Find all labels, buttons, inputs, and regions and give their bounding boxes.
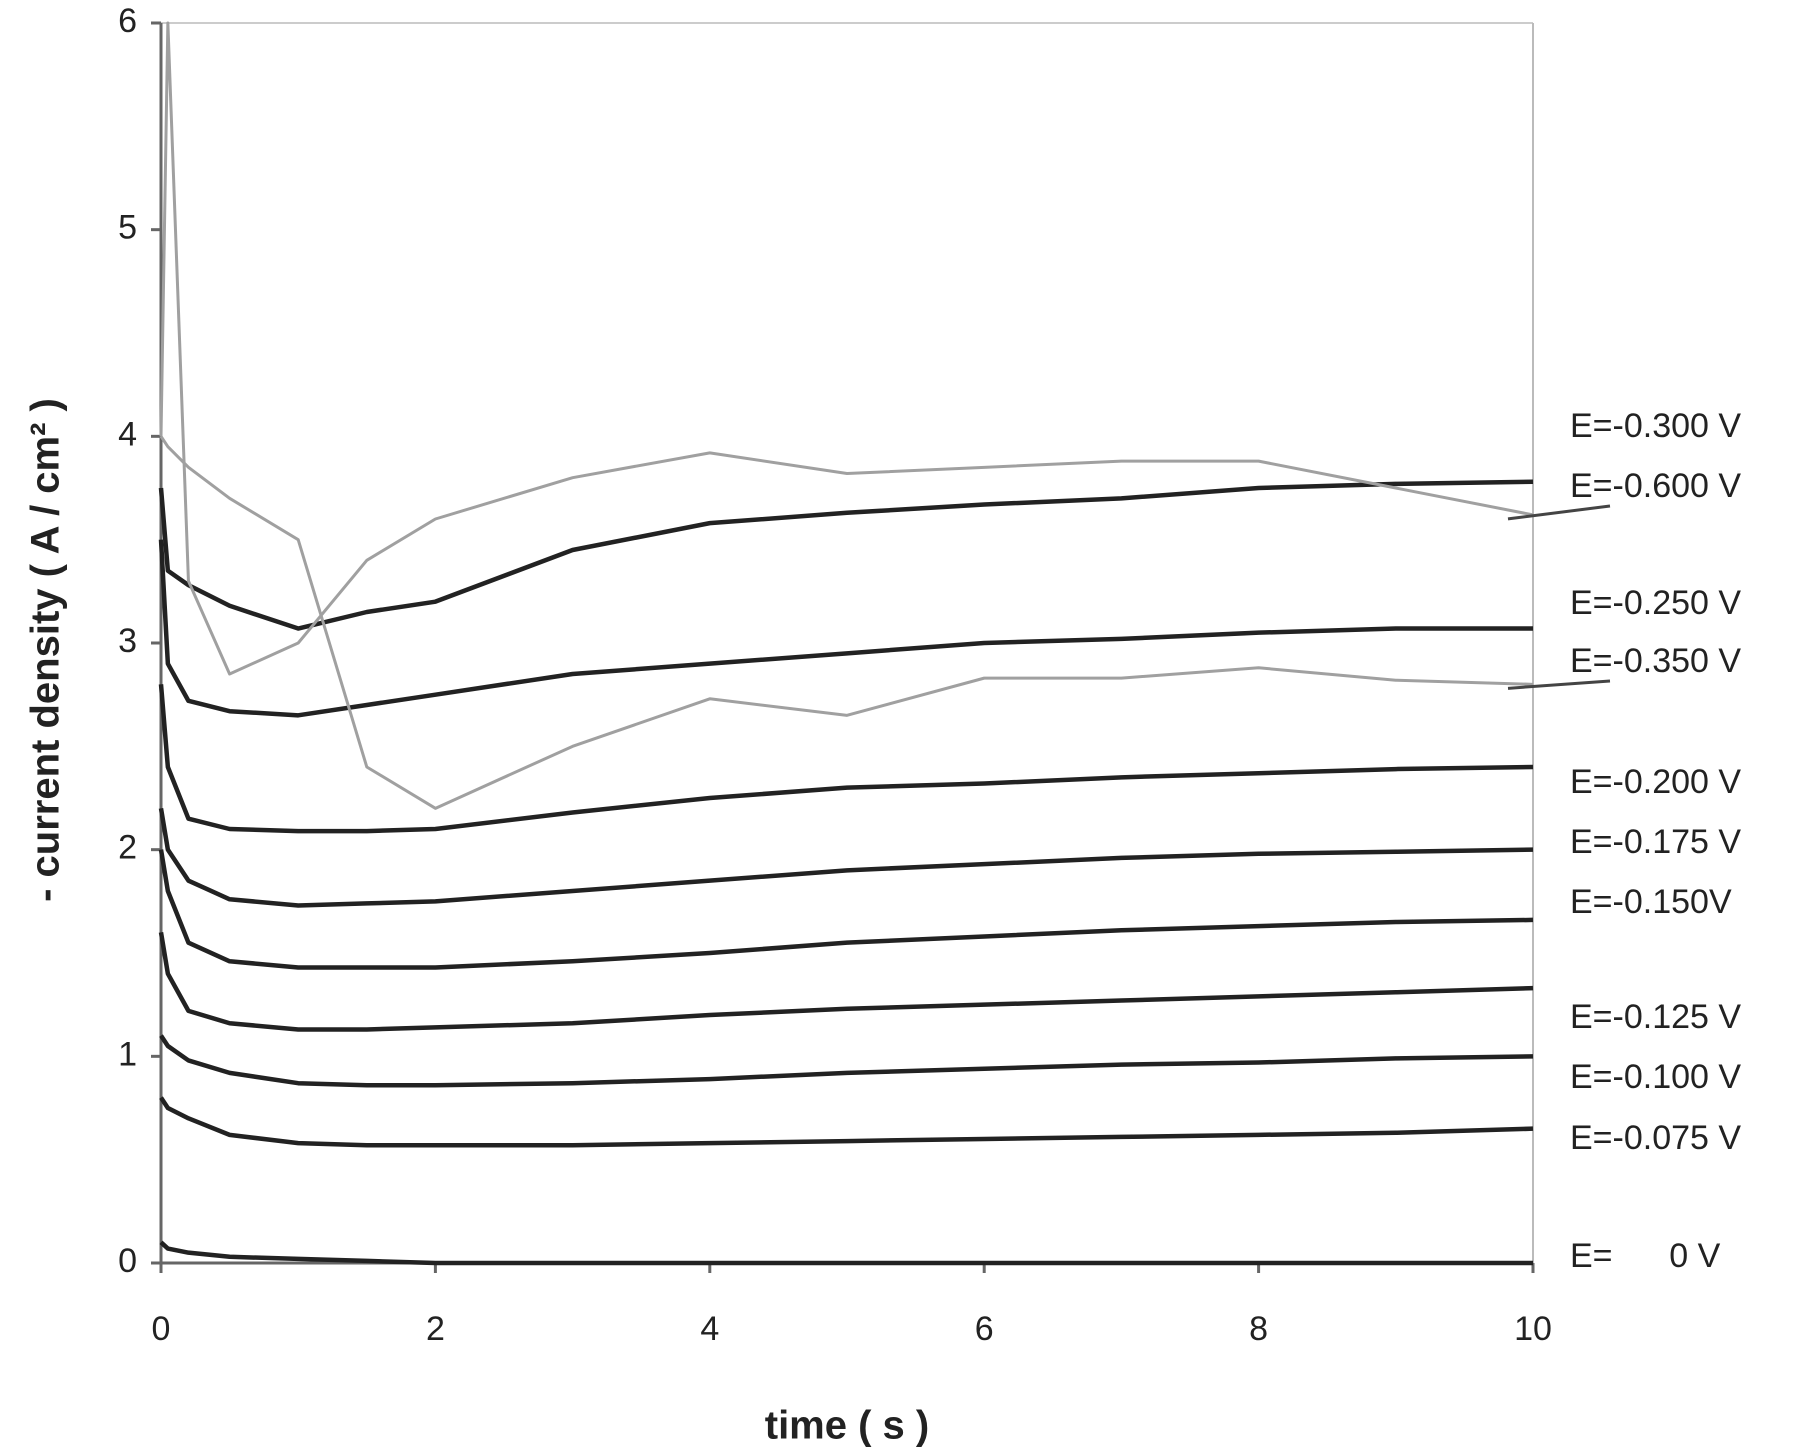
series-label: E=-0.300 V (1570, 407, 1741, 445)
x-axis-title: time ( s ) (765, 1404, 929, 1448)
y-tick-label: 4 (118, 415, 137, 453)
series-label: E=-0.350 V (1570, 642, 1741, 680)
y-tick-label: 1 (118, 1035, 137, 1073)
series-label: E=-0.200 V (1570, 763, 1741, 801)
x-tick-label: 10 (1514, 1310, 1552, 1348)
series-label: E=-0.600 V (1570, 467, 1741, 505)
series-label: E=-0.125 V (1570, 998, 1741, 1036)
series-line (159, 435, 1534, 810)
series-line (158, 684, 1534, 834)
y-tick-label: 5 (118, 209, 137, 247)
series-label: E=-0.250 V (1570, 584, 1741, 622)
series-line (159, 1240, 1533, 1266)
series-label: E=-0.175 V (1570, 823, 1741, 861)
y-axis-title: - current density ( A / cm² ) (24, 398, 68, 902)
series-label: E=-0.150V (1570, 883, 1732, 921)
x-tick-label: 0 (152, 1310, 171, 1348)
series-line (158, 849, 1534, 970)
series-label: E= 0 V (1570, 1237, 1721, 1275)
x-tick-label: 8 (1249, 1310, 1268, 1348)
label-leader (1507, 504, 1611, 521)
y-tick-label: 2 (118, 829, 137, 867)
y-tick-label: 6 (118, 2, 137, 40)
y-tick-label: 3 (118, 622, 137, 660)
series-line (158, 931, 1534, 1032)
y-tick-label: 0 (118, 1242, 137, 1280)
series-line (158, 479, 1534, 631)
series-line (158, 807, 1534, 908)
label-leader (1507, 679, 1611, 690)
x-tick-label: 4 (700, 1310, 719, 1348)
x-tick-label: 6 (975, 1310, 994, 1348)
x-tick-label: 2 (426, 1310, 445, 1348)
series-line (158, 539, 1533, 718)
series-line (159, 1034, 1534, 1088)
series-label: E=-0.100 V (1570, 1058, 1741, 1096)
series-label: E=-0.075 V (1570, 1119, 1741, 1157)
series-line (159, 21, 1534, 676)
series-line (159, 1096, 1534, 1148)
